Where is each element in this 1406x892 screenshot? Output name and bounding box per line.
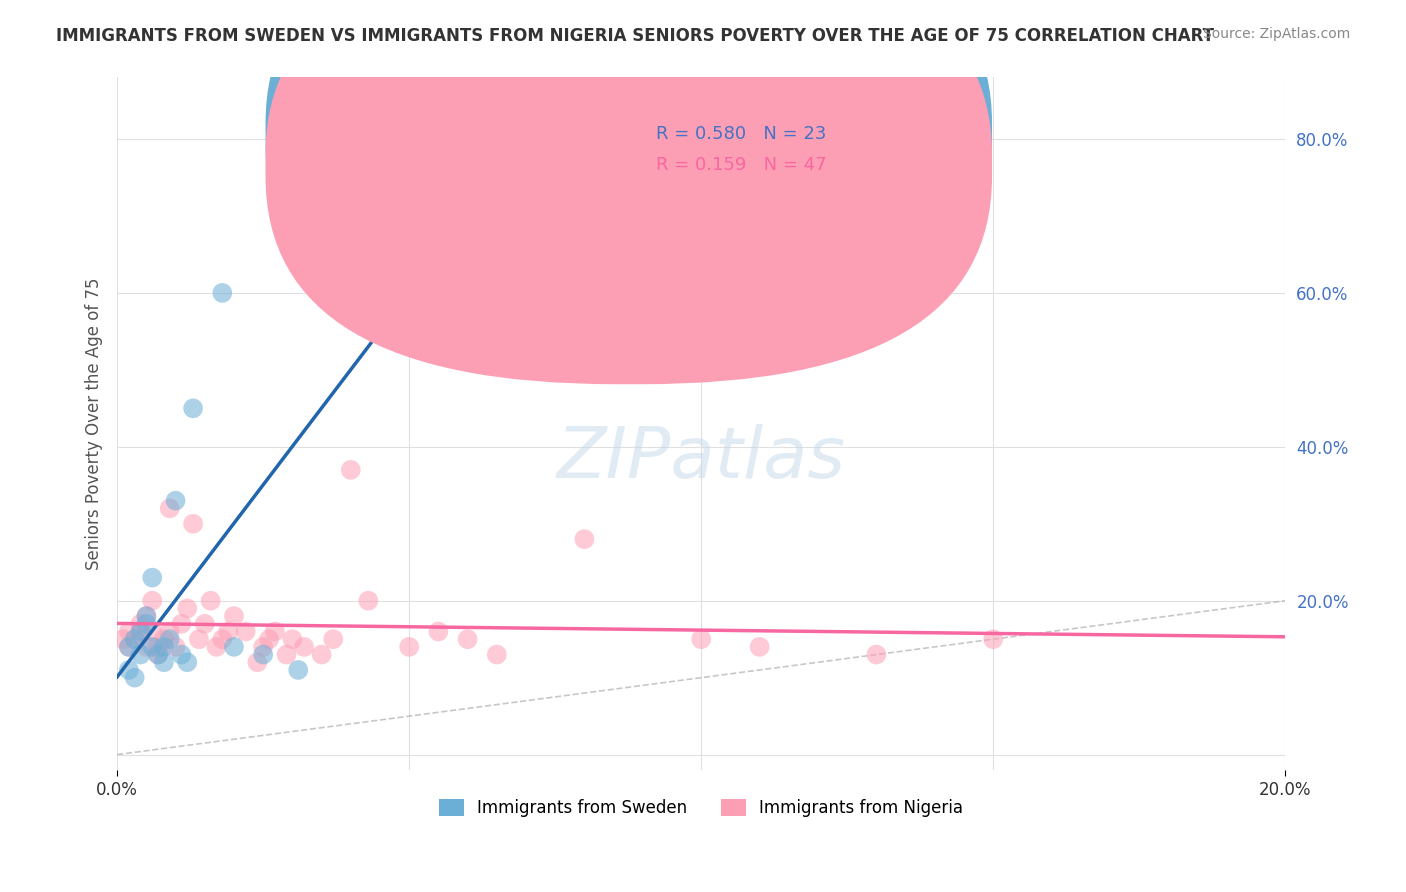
Point (135, 616, 157, 631)
Point (246, 655, 269, 669)
Text: ZIPatlas: ZIPatlas (557, 424, 845, 493)
Point (263, 624, 285, 639)
Point (485, 648, 508, 662)
Point (153, 655, 176, 669)
Point (112, 632, 135, 647)
Point (153, 632, 176, 647)
Point (124, 632, 146, 647)
Y-axis label: Seniors Poverty Over the Age of 75: Seniors Poverty Over the Age of 75 (86, 277, 103, 570)
Point (165, 640, 187, 654)
Point (339, 463, 361, 477)
Point (176, 655, 198, 669)
Legend: Immigrants from Sweden, Immigrants from Nigeria: Immigrants from Sweden, Immigrants from … (433, 792, 970, 824)
Point (135, 609, 157, 624)
Point (118, 640, 141, 654)
Point (211, 632, 233, 647)
FancyBboxPatch shape (602, 112, 889, 192)
Point (159, 624, 181, 639)
Point (146, 640, 169, 654)
Point (129, 624, 152, 639)
Point (287, 663, 309, 677)
Point (170, 648, 193, 662)
Point (427, 624, 450, 639)
Point (141, 571, 163, 585)
FancyBboxPatch shape (266, 0, 993, 384)
Point (135, 609, 157, 624)
Point (141, 593, 163, 607)
Point (146, 648, 169, 662)
Point (165, 493, 187, 508)
Point (276, 648, 298, 662)
Point (141, 624, 163, 639)
Point (457, 632, 479, 647)
Point (292, 640, 315, 654)
Point (124, 671, 146, 685)
Text: R = 0.159   N = 47: R = 0.159 N = 47 (655, 156, 827, 175)
Point (252, 648, 274, 662)
Point (176, 601, 198, 615)
Point (222, 609, 245, 624)
Point (135, 640, 157, 654)
Point (281, 632, 304, 647)
Point (141, 640, 163, 654)
Text: R = 0.580   N = 23: R = 0.580 N = 23 (655, 125, 825, 144)
Point (398, 640, 420, 654)
Point (159, 632, 181, 647)
Point (690, 632, 713, 647)
Point (129, 624, 152, 639)
Text: IMMIGRANTS FROM SWEDEN VS IMMIGRANTS FROM NIGERIA SENIORS POVERTY OVER THE AGE O: IMMIGRANTS FROM SWEDEN VS IMMIGRANTS FRO… (56, 27, 1215, 45)
Point (981, 632, 1004, 647)
Point (205, 640, 228, 654)
Point (235, 624, 257, 639)
Point (200, 593, 222, 607)
Point (322, 632, 344, 647)
Point (170, 616, 193, 631)
Point (153, 640, 176, 654)
FancyBboxPatch shape (266, 0, 993, 353)
Point (181, 401, 204, 416)
Text: Source: ZipAtlas.com: Source: ZipAtlas.com (1202, 27, 1350, 41)
Point (748, 640, 770, 654)
Point (865, 648, 887, 662)
Point (146, 648, 169, 662)
Point (129, 616, 152, 631)
Point (211, 285, 233, 300)
Point (217, 624, 239, 639)
Point (357, 593, 380, 607)
Point (574, 532, 596, 546)
Point (194, 616, 217, 631)
Point (252, 640, 274, 654)
Point (188, 632, 211, 647)
Point (339, 147, 361, 161)
Point (118, 663, 141, 677)
Point (124, 632, 146, 647)
Point (118, 640, 141, 654)
Point (118, 624, 141, 639)
Point (181, 516, 204, 531)
Point (129, 648, 152, 662)
Point (222, 640, 245, 654)
Point (159, 501, 181, 516)
Point (257, 632, 280, 647)
Point (311, 648, 333, 662)
